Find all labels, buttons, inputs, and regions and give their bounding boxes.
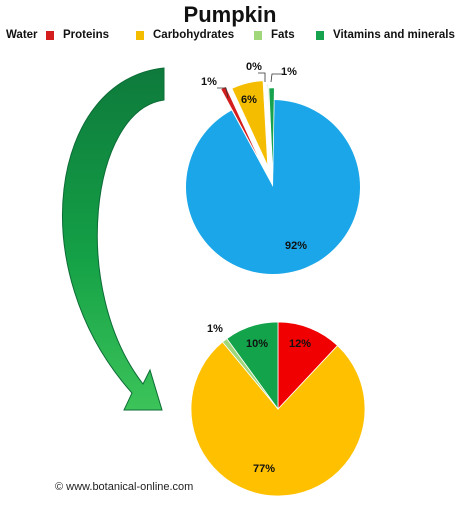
legend-item-proteins: Proteins	[46, 29, 109, 41]
legend-swatch-carbohydrates	[136, 30, 144, 40]
pie1-slice-water	[185, 100, 360, 275]
legend-item-water: Water	[6, 29, 38, 41]
pie1-slice-fats	[267, 83, 273, 170]
pie1-leader-line	[258, 72, 266, 82]
legend: Water Proteins Carbohydrates Fats Vitami…	[6, 29, 460, 47]
curved-arrow	[62, 67, 165, 411]
pie2-label-proteins: 12%	[289, 338, 311, 350]
pie2-label-carbohydrates: 77%	[253, 463, 275, 475]
legend-item-vitamins: Vitamins and minerals	[316, 29, 455, 41]
pie2-label-fats: 1%	[207, 323, 223, 335]
legend-item-carbohydrates: Carbohydrates	[136, 29, 234, 41]
pie2-slice-proteins	[277, 321, 339, 411]
legend-label-proteins: Proteins	[63, 29, 110, 41]
pie1-leader-line	[270, 73, 283, 83]
legend-label-carbohydrates: Carbohydrates	[153, 29, 235, 41]
legend-label-vitamins: Vitamins and minerals	[333, 29, 455, 41]
pie1-label-carbohydrates: 6%	[241, 94, 257, 106]
pie1-leader-line	[217, 87, 229, 99]
pie1-label-fats: 0%	[246, 61, 262, 73]
pie1-label-proteins: 1%	[201, 76, 217, 88]
legend-item-fats: Fats	[254, 29, 295, 41]
pie-chart-dry: 12% 77% 1% 10%	[190, 321, 366, 497]
legend-swatch-vitamins	[316, 30, 324, 40]
legend-swatch-proteins	[46, 30, 54, 40]
watermark: © www.botanical-online.com	[55, 481, 194, 493]
pie2-slice-carbohydrates	[190, 341, 366, 497]
chart-title: Pumpkin	[183, 2, 277, 27]
legend-label-water: Water	[6, 29, 38, 41]
pie1-slice-vitamins	[268, 87, 275, 174]
legend-swatch-fats	[254, 30, 262, 40]
pie2-slice-vitamins	[226, 321, 279, 411]
pie-chart-raw: 92% 1% 6% 0% 1%	[185, 61, 360, 275]
pie1-label-water: 92%	[285, 240, 307, 252]
pie2-label-vitamins: 10%	[246, 338, 268, 350]
legend-label-fats: Fats	[271, 29, 295, 41]
pie1-label-vitamins: 1%	[281, 66, 297, 78]
pie1-slice-carbohydrates	[231, 80, 268, 166]
